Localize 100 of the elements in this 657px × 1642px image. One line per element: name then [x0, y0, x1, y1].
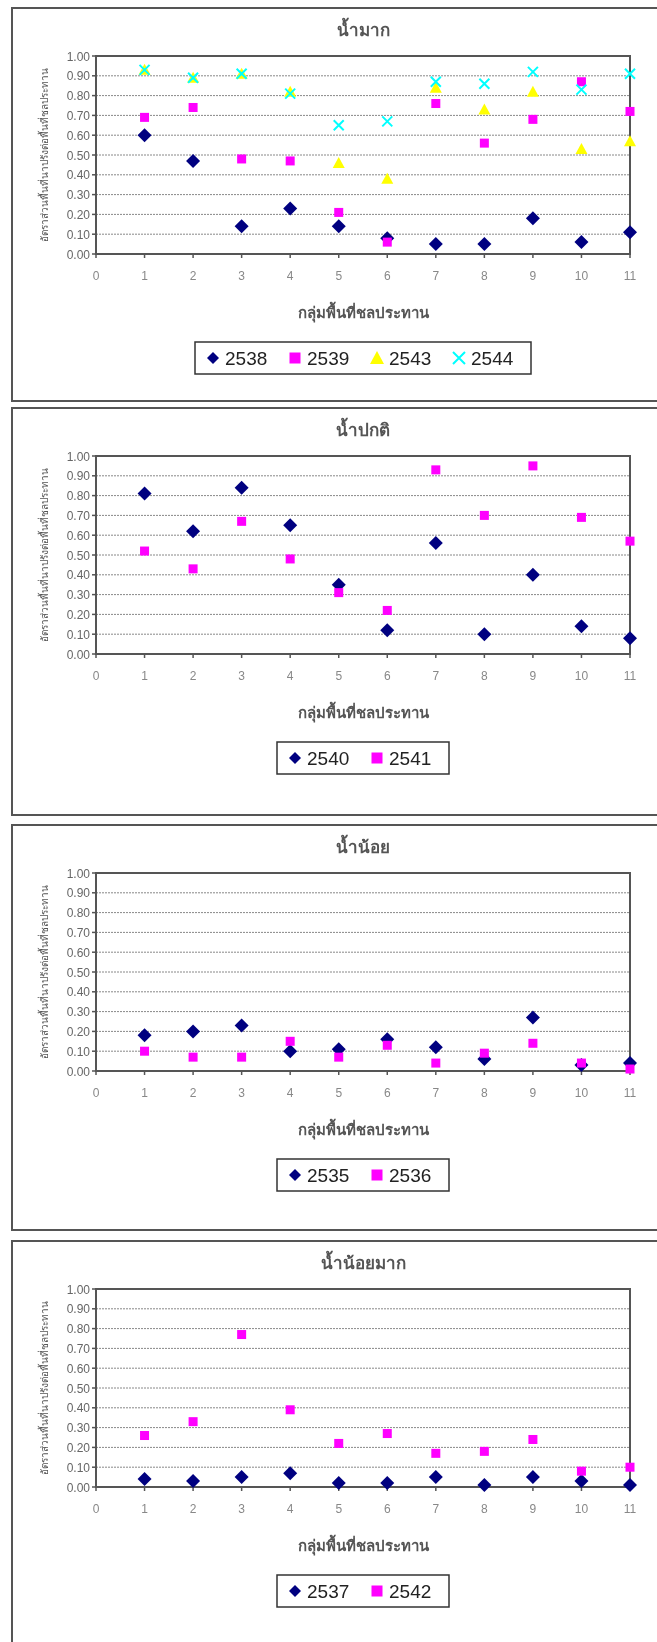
x-tick-label: 3	[238, 269, 246, 283]
x-tick-label: 6	[383, 269, 391, 283]
y-tick-label: 0.00	[66, 1064, 91, 1079]
y-tick-label: 0.80	[66, 89, 91, 104]
y-tick-label: 0.50	[66, 965, 91, 980]
legend-label: 2540	[307, 748, 350, 769]
y-tick-label: 0.70	[66, 925, 91, 940]
x-axis-title: กลุ่มพื้นที่ชลประทาน	[297, 701, 430, 723]
x-tick-label: 8	[481, 1502, 489, 1516]
x-tick-label: 1	[141, 269, 149, 283]
x-tick-label: 11	[623, 269, 637, 283]
x-tick-label: 11	[623, 1502, 637, 1516]
y-tick-label: 0.20	[66, 607, 91, 622]
y-tick-label: 0.30	[66, 1421, 91, 1436]
y-tick-label: 0.80	[66, 906, 91, 921]
y-tick-label: 0.50	[66, 1381, 91, 1396]
legend-label: 2537	[307, 1581, 350, 1602]
y-tick-label: 0.60	[66, 528, 91, 543]
legend-label: 2542	[389, 1581, 432, 1602]
x-axis-title: กลุ่มพื้นที่ชลประทาน	[297, 1534, 430, 1556]
y-tick-label: 0.60	[66, 945, 91, 960]
y-tick-label: 0.20	[66, 207, 91, 222]
y-tick-label: 0.90	[66, 1302, 91, 1317]
chart-title: น้ำปกติ	[336, 417, 390, 440]
y-tick-label: 1.00	[66, 866, 91, 881]
x-tick-label: 10	[574, 269, 589, 283]
legend-label: 2543	[389, 348, 432, 369]
y-tick-label: 0.40	[66, 1401, 91, 1416]
x-tick-label: 9	[529, 1086, 537, 1100]
legend-label: 2539	[307, 348, 350, 369]
x-tick-label: 5	[335, 269, 343, 283]
y-tick-label: 0.90	[66, 886, 91, 901]
y-tick-label: 0.00	[66, 647, 91, 662]
y-tick-label: 0.50	[66, 148, 91, 163]
x-tick-label: 0	[92, 1086, 100, 1100]
x-tick-label: 5	[335, 1502, 343, 1516]
x-tick-label: 5	[335, 1086, 343, 1100]
x-tick-label: 2	[189, 1086, 197, 1100]
chart-title: น้ำน้อยมาก	[320, 1250, 406, 1273]
chart-title: น้ำน้อย	[336, 834, 390, 857]
x-tick-label: 4	[286, 669, 294, 683]
y-tick-label: 0.10	[66, 627, 91, 642]
x-tick-label: 7	[432, 1502, 440, 1516]
y-tick-label: 0.70	[66, 508, 91, 523]
y-axis-title: อัตราส่วนพื้นที่นาปรังต่อพื้นที่ชลประทาน	[37, 1301, 50, 1475]
y-tick-label: 0.20	[66, 1024, 91, 1039]
x-tick-label: 3	[238, 1502, 246, 1516]
x-tick-label: 4	[286, 1086, 294, 1100]
x-tick-label: 0	[92, 1502, 100, 1516]
x-tick-label: 7	[432, 269, 440, 283]
x-tick-label: 4	[286, 1502, 294, 1516]
y-tick-label: 0.30	[66, 588, 91, 603]
x-tick-label: 0	[92, 669, 100, 683]
y-tick-label: 0.10	[66, 227, 91, 242]
x-tick-label: 1	[141, 669, 149, 683]
y-tick-label: 0.30	[66, 1005, 91, 1020]
y-tick-label: 0.10	[66, 1044, 91, 1059]
x-tick-label: 8	[481, 669, 489, 683]
x-tick-label: 6	[383, 669, 391, 683]
x-tick-label: 4	[286, 269, 294, 283]
y-axis-title: อัตราส่วนพื้นที่นาปรังต่อพื้นที่ชลประทาน	[37, 885, 50, 1059]
y-tick-label: 0.00	[66, 1480, 91, 1495]
x-tick-label: 3	[238, 669, 246, 683]
y-tick-label: 0.60	[66, 1361, 91, 1376]
y-tick-label: 1.00	[66, 49, 91, 64]
x-tick-label: 9	[529, 269, 537, 283]
y-tick-label: 1.00	[66, 1282, 91, 1297]
x-tick-label: 2	[189, 669, 197, 683]
x-tick-label: 5	[335, 669, 343, 683]
x-tick-label: 0	[92, 269, 100, 283]
y-tick-label: 0.40	[66, 568, 91, 583]
legend-label: 2536	[389, 1165, 432, 1186]
x-tick-label: 10	[574, 1502, 589, 1516]
x-tick-label: 2	[189, 269, 197, 283]
y-tick-label: 0.40	[66, 168, 91, 183]
x-tick-label: 6	[383, 1086, 391, 1100]
x-tick-label: 3	[238, 1086, 246, 1100]
x-tick-label: 9	[529, 669, 537, 683]
x-tick-label: 11	[623, 669, 637, 683]
y-tick-label: 0.90	[66, 69, 91, 84]
y-tick-label: 0.30	[66, 188, 91, 203]
y-tick-label: 0.70	[66, 108, 91, 123]
y-tick-label: 0.80	[66, 1322, 91, 1337]
x-axis-title: กลุ่มพื้นที่ชลประทาน	[297, 1118, 430, 1140]
x-axis-title: กลุ่มพื้นที่ชลประทาน	[297, 301, 430, 323]
x-tick-label: 1	[141, 1502, 149, 1516]
x-tick-label: 1	[141, 1086, 149, 1100]
y-axis-title: อัตราส่วนพื้นที่นาปรังต่อพื้นที่ชลประทาน	[37, 68, 50, 242]
x-tick-label: 11	[623, 1086, 637, 1100]
x-tick-label: 8	[481, 1086, 489, 1100]
y-tick-label: 0.20	[66, 1440, 91, 1455]
y-tick-label: 1.00	[66, 449, 91, 464]
x-tick-label: 6	[383, 1502, 391, 1516]
x-tick-label: 10	[574, 1086, 589, 1100]
legend-label: 2538	[225, 348, 268, 369]
y-tick-label: 0.90	[66, 469, 91, 484]
y-tick-label: 0.00	[66, 247, 91, 262]
legend-label: 2535	[307, 1165, 350, 1186]
y-axis-title: อัตราส่วนพื้นที่นาปรังต่อพื้นที่ชลประทาน	[37, 468, 50, 642]
x-tick-label: 7	[432, 1086, 440, 1100]
